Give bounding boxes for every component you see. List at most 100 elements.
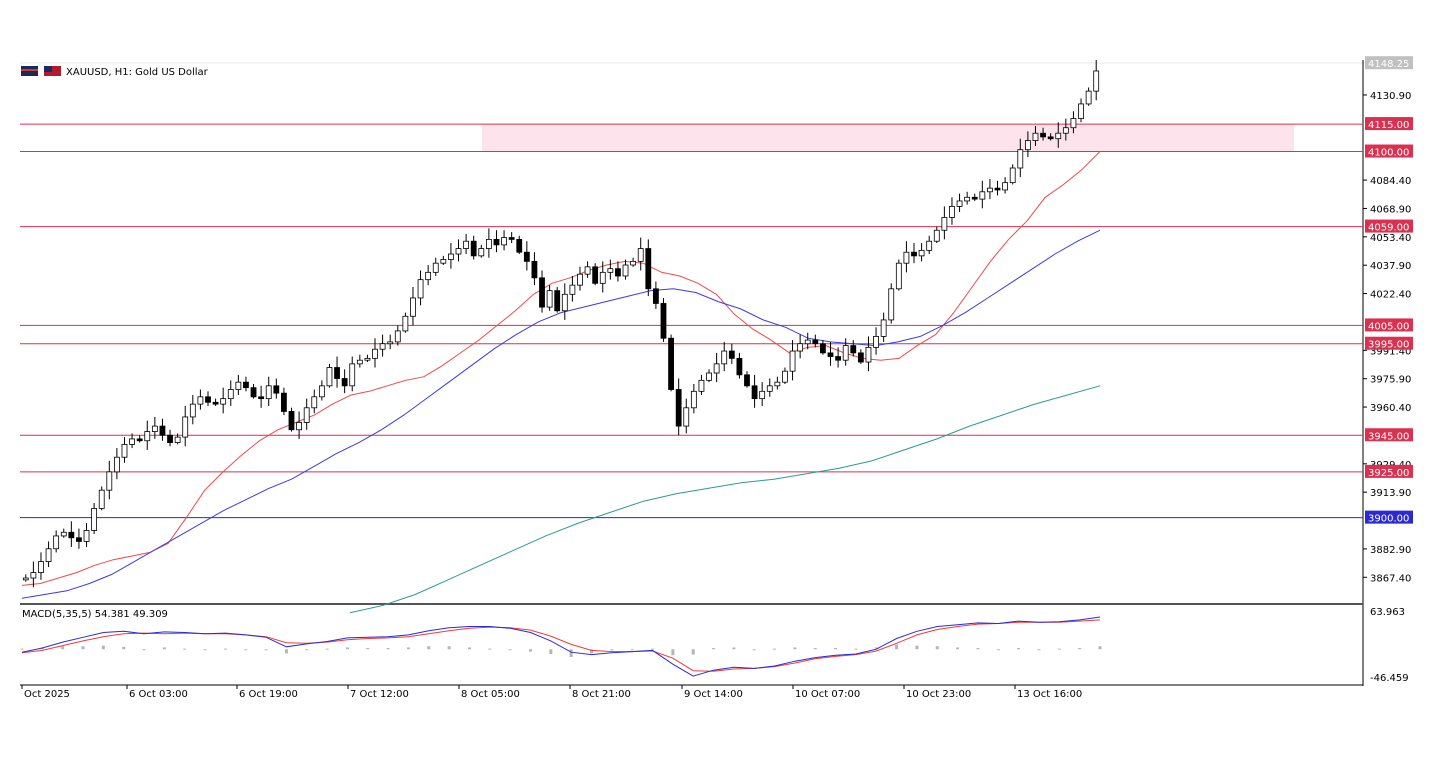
macd-histogram-bar [386,648,390,650]
candle-bear [1047,136,1054,140]
macd-histogram-bar [1098,646,1102,650]
candle-bull [987,187,993,193]
candle-bear [660,303,667,339]
candle [250,384,257,399]
macd-histogram-bar [508,649,512,651]
candle [189,394,196,425]
candle-bull [53,535,60,550]
candle-bull [478,248,485,257]
candle-bull [349,363,356,387]
candle-bull [804,339,811,345]
candle-bull [144,431,151,442]
candle [516,235,523,255]
candle-bear [668,337,674,390]
candle [212,398,219,406]
candle-bull [372,348,378,359]
candle-bull [38,561,44,573]
candle-bear [820,343,826,354]
candle [728,343,735,364]
candle-bull [106,471,113,491]
time-tick-label: 8 Oct 05:00 [461,689,520,700]
candle-bull [721,350,728,365]
candle-bull [789,350,796,372]
level-tag-3900.00 [1365,510,1413,524]
candle [1085,87,1092,106]
candle [584,261,591,278]
candle-bull [197,396,204,405]
candle [630,257,637,267]
macd-histogram-bar [610,649,614,651]
candle-bear [205,396,211,403]
macd-label: MACD(5,35,5) 54.381 49.309 [22,609,168,620]
candle [379,334,386,357]
candle [660,297,667,342]
macd-layer [20,616,1102,677]
candle [91,502,98,535]
candle [766,378,773,397]
candle-bull [1078,103,1084,119]
candle [599,261,606,293]
candle-bear [341,378,348,387]
candle-bull [189,403,196,418]
candle [349,356,356,392]
candle [508,232,515,244]
candle-bear [645,248,652,290]
candle [417,270,424,306]
candle [98,486,105,511]
candle-bull [1055,132,1062,140]
candle [857,349,864,364]
candle-bear [1040,132,1046,138]
time-tick-label: 6 Oct 19:00 [239,689,298,700]
level-tag-3925.00 [1365,464,1413,478]
candle [1062,118,1069,141]
candle-bull [759,390,766,400]
ma-slow-line [349,385,1101,614]
candle-bull [425,271,432,281]
macd-histogram-bar [976,648,980,650]
candle-bear [250,387,257,398]
candle [159,418,166,441]
candle-bull [129,438,135,445]
candle [326,363,333,388]
level-tag-text: 3925.00 [1368,468,1409,479]
candle [485,228,492,258]
candle [979,180,986,209]
macd-histogram-bar [183,648,187,650]
candle [60,528,67,538]
candle-bull [1024,140,1031,151]
candle [683,398,690,434]
candle [448,243,454,269]
candle [941,206,948,240]
candle-bull [584,266,591,275]
macd-histogram-bar [996,649,1000,651]
candle-bear [827,352,834,357]
candle-bull [220,398,227,405]
candle-bull [706,372,712,381]
candle [812,334,819,348]
price-zone-layer [482,124,1294,152]
candle-bull [326,367,333,387]
macd-histogram-bar [630,649,634,651]
candle-bull [1062,127,1069,134]
candle [645,239,652,297]
candle-bull [151,425,158,432]
candle-bull [98,489,105,509]
level-tag-4115.00 [1365,117,1413,131]
candle-bear [592,266,599,284]
candle [22,574,29,582]
candle-bull [311,396,318,409]
candle-bull [83,530,90,542]
macd-histogram-bar [590,649,594,654]
candle [129,433,135,449]
candle [318,380,325,401]
macd-axis-bottom: -46.459 [1370,673,1409,684]
candle [151,416,158,439]
candle [971,193,978,201]
candle-bull [22,577,29,581]
candle-bear [212,401,219,405]
candle [956,193,963,212]
level-tag-4005.00 [1365,318,1413,332]
candle-bear [258,396,265,400]
candle-bull [379,343,386,350]
